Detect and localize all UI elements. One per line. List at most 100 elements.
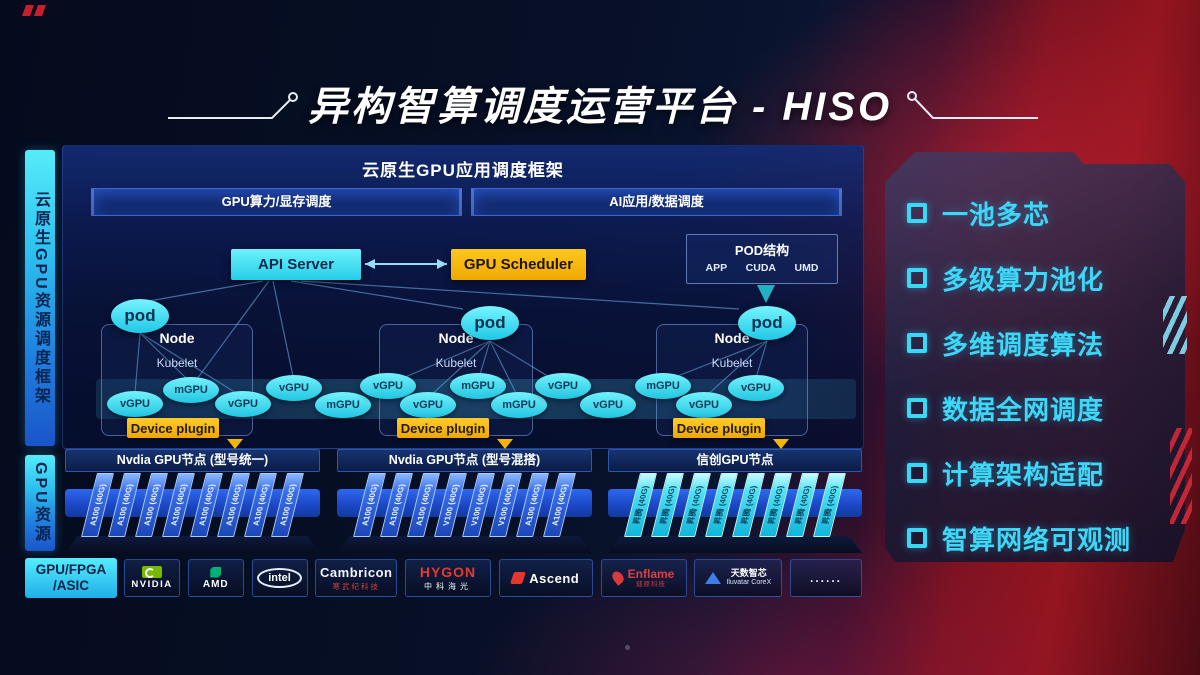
gpu-unit-ellipse: vGPU [400,392,456,418]
vendor-cambricon: Cambricon 寒武纪科技 [315,559,398,597]
amd-logo-icon [210,566,222,578]
gpu-card: 昇腾 (40G) [813,473,846,537]
device-plugin-box-2: Device plugin [397,418,489,438]
gpu-card-label: 昇腾 (40G) [712,485,731,525]
gpu-card-label: 昇腾 (40G) [820,485,839,525]
gpu-group-xinchuang: 信创GPU节点 昇腾 (40G) 昇腾 (40G) 昇腾 (40G) 昇腾 (40G)… [608,449,862,557]
pod-ellipse-3: pod [738,306,796,340]
square-bullet-icon [907,398,927,418]
feature-label: 多级算力池化 [942,264,1105,295]
kubelet-label: Kubelet [711,356,753,370]
gpu-card: 昇腾 (40G) [624,473,657,537]
vendor-row: NVIDIA AMD intel Cambricon 寒武纪科技 HYGON 中… [124,559,862,597]
feature-label: 数据全网调度 [942,394,1105,425]
scheduling-framework-panel: 云原生GPU应用调度框架 GPU算力/显存调度 AI应用/数据调度 API Se… [62,145,864,449]
gpu-card-label: A100 (40G) [414,484,434,526]
gpu-unit-ellipse: mGPU [315,392,371,418]
gpu-unit-label: vGPU [689,399,719,411]
intel-logo-icon: intel [257,568,302,588]
feature-item: 多级算力池化 [907,261,1131,295]
gpu-card-label: 昇腾 (40G) [739,485,758,525]
gpu-card: 昇腾 (40G) [786,473,819,537]
pod-down-arrow-icon [757,285,775,303]
ascend-logo-icon [510,572,527,584]
gpu-card-label: 昇腾 (40G) [766,485,785,525]
gpu-card-label: 昇腾 (40G) [685,485,704,525]
vendor-subname: 燧原科技 [636,581,666,589]
vendor-hygon: HYGON 中科海光 [405,559,491,597]
feature-panel [885,152,1185,562]
device-plugin-arrow-icons [227,439,789,449]
gpu-card: A100 (40G) [353,473,386,537]
vendor-name: Ascend [529,570,580,586]
vendor-subname: 寒武纪科技 [332,581,380,591]
nvidia-logo-icon [142,566,162,578]
gpu-unit-ellipse: vGPU [728,375,784,401]
vendor-name: Enflame [627,566,675,581]
ai-app-data-scheduling-bar: AI应用/数据调度 [471,188,842,216]
feature-item: 数据全网调度 [907,391,1131,425]
gpu-card-label: A100 (40G) [522,484,543,526]
square-bullet-icon [907,528,927,548]
vendor-enflame: Enflame 燧原科技 [600,559,687,597]
device-plugin-box-1: Device plugin [127,418,219,438]
vendor-iluvatar: 天数智芯 Iluvatar CoreX [694,559,783,597]
gpu-card: A100 (40G) [243,473,277,537]
gpu-platform [337,536,592,553]
gpu-unit-ellipse: vGPU [107,391,163,417]
gpu-unit-label: vGPU [120,398,150,410]
gpu-unit-label: vGPU [413,399,443,411]
gpu-card: 昇腾 (40G) [759,473,792,537]
gpu-platform [65,536,320,553]
gpu-card-label: V100 (40G) [441,484,461,526]
square-bullet-icon [907,463,927,483]
gpu-platform [608,536,862,553]
gpu-card: V100 (40G) [461,473,495,537]
gpu-card-label: A100 (40G) [549,484,570,526]
gpu-card: A100 (40G) [81,473,114,537]
footer-dot [625,645,630,650]
vendor-subname: 中科海光 [424,582,472,591]
gpu-card-label: 昇腾 (40G) [658,485,677,525]
gpu-card: 昇腾 (40G) [678,473,711,537]
gpu-group-title: Nvdia GPU节点 (型号统一) [65,449,320,472]
gpu-card: A100 (40G) [515,473,549,537]
gpu-cards: A100 (40G) A100 (40G) A100 (40G) V100 (40G)… [337,473,592,537]
pod-ellipse-1: pod [111,299,169,333]
square-bullet-icon [907,333,927,353]
gpu-unit-label: mGPU [502,399,536,411]
vendor-name: AMD [202,578,229,590]
gpu-unit-label: mGPU [174,384,208,396]
feature-label: 多维调度算法 [942,329,1105,360]
gpu-card: A100 (40G) [543,473,576,537]
gpu-unit-label: vGPU [228,398,258,410]
pod-structure-item-app: APP [705,262,728,274]
device-plugin-box-3: Device plugin [673,418,765,438]
vendor-name: HYGON [419,564,477,580]
gpu-unit-ellipse: mGPU [450,373,506,399]
gpu-unit-ellipse: mGPU [163,377,219,403]
gpu-unit-ellipse: vGPU [215,391,271,417]
gpu-unit-label: mGPU [646,380,680,392]
vendor-name: 天数智芯 [730,568,767,579]
kubelet-label: Kubelet [156,356,198,370]
gpu-unit-ellipse: mGPU [635,373,691,399]
gpu-card-label: A100 (40G) [114,484,135,526]
gpu-compute-scheduling-bar: GPU算力/显存调度 [91,188,462,216]
gpu-unit-label: vGPU [741,382,771,394]
gpu-card-label: V100 (40G) [495,484,515,526]
sidebar-framework-bar: 云原生GPU资源调度框架 [25,150,55,446]
gpu-card-label: A100 (40G) [386,484,407,526]
vendor-nvidia: NVIDIA [124,559,180,597]
api-server-box: API Server [231,249,361,280]
pod-structure-title: POD结构 [734,243,790,258]
pod-structure-item-cuda: CUDA [745,262,776,274]
feature-item: 一池多芯 [907,196,1131,230]
gpu-card-label: A100 (40G) [277,484,298,526]
gpu-unit-label: vGPU [548,380,578,392]
gpu-unit-label: vGPU [593,399,623,411]
sidebar-resource-bar: GPU资源 [25,455,55,551]
gpu-card-label: A100 (40G) [196,484,216,526]
vendor-more: ...... [790,559,862,597]
pod-ellipse-2: pod [461,306,519,340]
